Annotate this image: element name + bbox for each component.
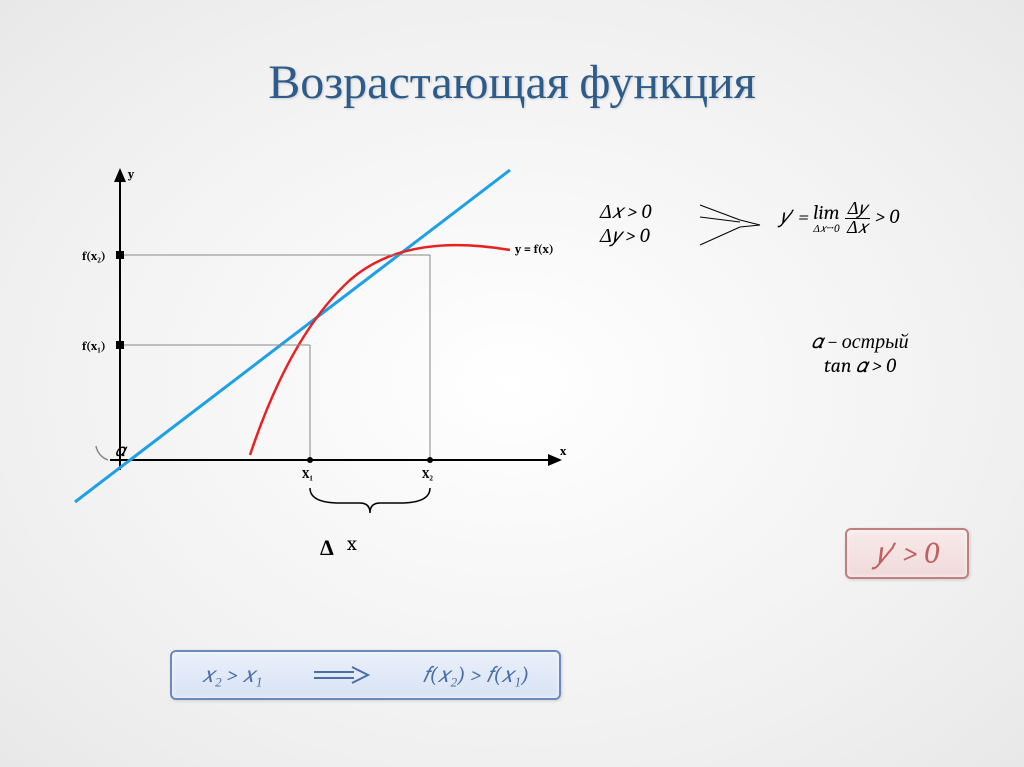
derivative-limit: 𝑦′ = lim Δ𝑥→0 Δ𝑦 Δ𝑥 > 0 — [780, 200, 899, 237]
delta-conditions: Δ𝑥 > 0 Δ𝑦 > 0 — [600, 200, 651, 248]
function-curve — [250, 245, 510, 455]
limit-operator: lim Δ𝑥→0 — [813, 203, 839, 234]
alpha-acute: 𝛼 − острый — [780, 330, 940, 354]
x-axis-label: x — [560, 444, 567, 458]
y-axis-label: y — [127, 167, 135, 181]
monotonic-condition-box: 𝑥₂ > 𝑥₁ 𝑓(𝑥₂) > 𝑓(𝑥₁) — [170, 650, 561, 700]
fx1-label: f(x₁) — [82, 339, 106, 353]
lim-sub: Δ𝑥→0 — [813, 223, 839, 234]
x2-greater-x1: 𝑥₂ > 𝑥₁ — [202, 662, 262, 688]
derivative-prefix: 𝑦′ = — [780, 205, 813, 228]
slide-title: Возрастающая функция — [0, 0, 1024, 110]
fx2-label: f(x₂) — [82, 249, 106, 263]
tan-positive: tan 𝛼 > 0 — [780, 354, 940, 377]
frac-den: Δ𝑥 — [844, 219, 871, 237]
function-chart: y x y = f(x) X₁ X₂ f(x₁) f(x₂) 𝛼 — [40, 160, 580, 550]
x2-point — [427, 457, 433, 463]
x1-label: X₁ — [302, 467, 313, 481]
derivative-suffix: > 0 — [875, 205, 899, 228]
bracket-connector — [690, 195, 770, 255]
x1-point — [307, 457, 313, 463]
implies-arrow-icon — [312, 665, 372, 685]
alpha-arc — [96, 446, 108, 460]
lim-text: lim — [813, 203, 839, 223]
fx2-tick — [116, 251, 124, 259]
fx2-greater-fx1: 𝑓(𝑥₂) > 𝑓(𝑥₁) — [422, 662, 529, 688]
delta-symbol: Δ — [320, 535, 334, 561]
dx-positive: Δ𝑥 > 0 — [600, 200, 651, 224]
fraction: Δ𝑦 Δ𝑥 — [844, 200, 871, 237]
alpha-block: 𝛼 − острый tan 𝛼 > 0 — [780, 330, 940, 377]
fx1-tick — [116, 341, 124, 349]
dy-positive: Δ𝑦 > 0 — [600, 224, 651, 248]
tangent-line — [75, 170, 510, 502]
x2-label: X₂ — [422, 467, 433, 481]
delta-x-text: x — [347, 532, 357, 555]
alpha-label: 𝛼 — [115, 440, 128, 461]
derivative-positive-box: 𝑦′ > 0 — [845, 528, 969, 579]
delta-x-brace — [310, 488, 430, 513]
curve-label: y = f(x) — [514, 242, 554, 256]
